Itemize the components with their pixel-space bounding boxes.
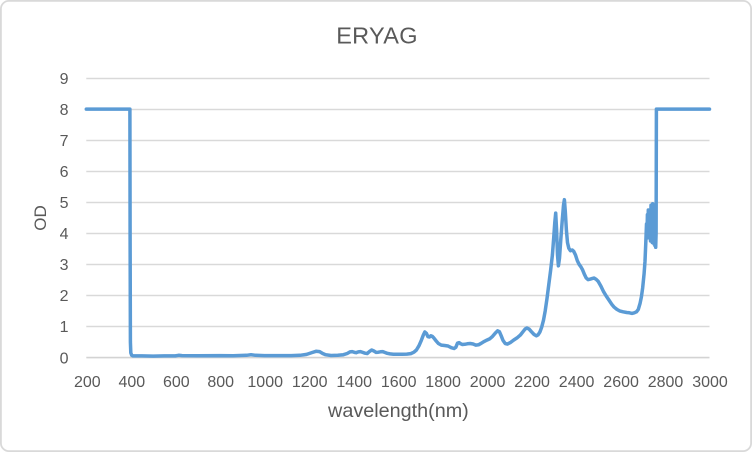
svg-text:wavelength(nm): wavelength(nm) (327, 400, 469, 422)
svg-text:9: 9 (60, 71, 69, 88)
svg-text:2400: 2400 (559, 374, 595, 391)
svg-text:600: 600 (163, 374, 190, 391)
svg-text:1400: 1400 (336, 374, 372, 391)
svg-text:3000: 3000 (692, 374, 728, 391)
svg-text:200: 200 (74, 374, 101, 391)
svg-text:ERYAG: ERYAG (336, 23, 418, 49)
svg-text:2: 2 (60, 288, 69, 305)
svg-text:1800: 1800 (425, 374, 461, 391)
svg-text:6: 6 (60, 164, 69, 181)
svg-text:1: 1 (60, 319, 69, 336)
svg-text:800: 800 (207, 374, 234, 391)
svg-text:2000: 2000 (470, 374, 506, 391)
svg-text:8: 8 (60, 102, 69, 119)
svg-text:OD: OD (31, 205, 50, 231)
svg-text:5: 5 (60, 195, 69, 212)
svg-text:2600: 2600 (603, 374, 639, 391)
svg-text:4: 4 (60, 226, 69, 243)
svg-text:400: 400 (118, 374, 145, 391)
svg-text:1000: 1000 (247, 374, 283, 391)
svg-text:1600: 1600 (381, 374, 417, 391)
svg-text:2800: 2800 (648, 374, 684, 391)
svg-text:2200: 2200 (514, 374, 550, 391)
svg-text:0: 0 (60, 350, 69, 367)
svg-text:3: 3 (60, 257, 69, 274)
svg-text:1200: 1200 (292, 374, 328, 391)
svg-text:7: 7 (60, 133, 69, 150)
